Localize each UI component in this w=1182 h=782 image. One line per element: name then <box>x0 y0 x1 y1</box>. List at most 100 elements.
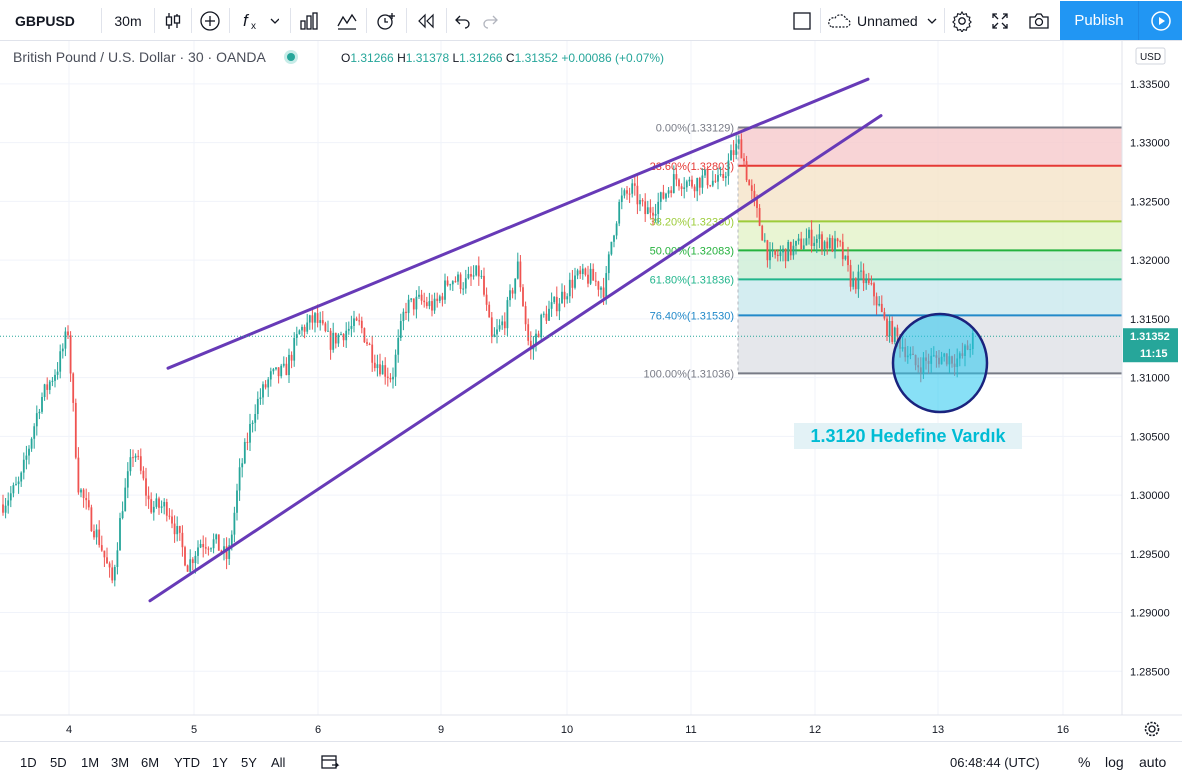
chart-overlays: 1.3120 Hedefine Vardık <box>0 312 1122 449</box>
candle-body <box>743 158 745 162</box>
annotation-text: 1.3120 Hedefine Vardık <box>810 426 1006 446</box>
price-axis[interactable]: 1.28500 1.29000 1.29500 1.30000 1.30500 1.310… <box>1121 41 1182 741</box>
snapshot-button[interactable] <box>1023 0 1055 41</box>
open-value: 1.31266 <box>350 51 394 65</box>
undo-button[interactable] <box>449 0 475 41</box>
candle-body <box>236 490 238 513</box>
candle-body <box>628 193 631 195</box>
low-key: L <box>452 51 460 65</box>
candle-body <box>488 304 491 318</box>
candle-body <box>163 501 166 507</box>
candle-body <box>243 441 246 464</box>
open-key: O <box>341 51 351 65</box>
candle-body <box>410 298 413 300</box>
candle-body <box>20 472 23 482</box>
log-toggle[interactable]: log <box>1105 754 1124 770</box>
publish-button[interactable]: Publish <box>1060 1 1138 40</box>
candle-body <box>223 546 225 553</box>
candle-body <box>288 354 290 376</box>
replay-button[interactable] <box>409 0 443 41</box>
candle-body <box>35 413 38 427</box>
utc-clock[interactable]: 06:48:44 (UTC) <box>950 754 1040 770</box>
price-tick-label: 1.32500 <box>1130 196 1170 208</box>
candle-body <box>722 174 725 179</box>
settings-button[interactable] <box>946 0 978 41</box>
candle-body <box>184 547 186 566</box>
range-button-ytd[interactable]: YTD <box>174 754 200 770</box>
candle-body <box>756 198 758 209</box>
candle-body <box>522 287 524 307</box>
candle-body <box>662 192 665 199</box>
time-axis[interactable]: 4 5 6 9 10 11 12 13 16 <box>0 714 1182 741</box>
price-tick-label: 1.29000 <box>1130 608 1170 620</box>
candle-body <box>293 337 296 361</box>
candles-icon <box>165 12 181 29</box>
interval-button[interactable]: 30m <box>114 12 142 29</box>
candle-body <box>841 241 844 260</box>
ideas-stream-button[interactable] <box>1138 1 1182 40</box>
templates-button[interactable] <box>331 0 363 41</box>
candle-body <box>891 320 894 342</box>
alert-button[interactable] <box>369 0 403 41</box>
fullscreen-button[interactable] <box>984 0 1016 41</box>
candle-body <box>711 180 714 186</box>
candle-body <box>347 328 350 331</box>
candle-body <box>826 241 829 249</box>
candle-body <box>67 331 69 336</box>
range-button-5d[interactable]: 5D <box>50 754 67 770</box>
compare-button[interactable] <box>194 0 226 41</box>
range-button-1m[interactable]: 1M <box>81 754 100 770</box>
candle-body <box>844 255 847 260</box>
candle-body <box>402 311 405 322</box>
candle-body <box>210 548 212 550</box>
date-range-icon-button[interactable] <box>320 742 340 782</box>
candle-body <box>204 547 207 549</box>
range-button-all[interactable]: All <box>271 754 286 770</box>
candle-body <box>228 545 231 559</box>
price-chart[interactable]: 0.00%(1.33129) 23.60%(1.32803) 38.20%(1.32… <box>0 41 1182 741</box>
axis-settings-gear-icon[interactable] <box>1144 721 1160 737</box>
range-button-1y[interactable]: 1Y <box>212 754 228 770</box>
range-button-5y[interactable]: 5Y <box>241 754 257 770</box>
candle-body <box>428 301 431 307</box>
fibonacci-retracement[interactable]: 0.00%(1.33129) 23.60%(1.32803) 38.20%(1.32… <box>643 122 1122 380</box>
candle-body <box>132 457 134 459</box>
candle-body <box>329 330 332 350</box>
auto-toggle[interactable]: auto <box>1139 754 1167 770</box>
redo-icon <box>483 15 498 29</box>
change-value: +0.00086 (+0.07%) <box>561 51 665 65</box>
candle-body <box>493 334 496 337</box>
candle-body <box>704 169 706 176</box>
candle-body <box>665 193 667 199</box>
redo-button[interactable] <box>478 0 504 41</box>
candle-body <box>782 248 784 253</box>
trendline-upper <box>166 77 870 370</box>
candle-body <box>43 384 46 398</box>
candle-body <box>672 174 675 193</box>
range-button-3m[interactable]: 3M <box>111 754 130 770</box>
rising-wedge-trendlines[interactable] <box>148 77 883 603</box>
candle-body <box>636 185 639 205</box>
financials-button[interactable] <box>293 0 325 41</box>
candle-style-button[interactable] <box>157 0 189 41</box>
candle-body <box>548 308 550 321</box>
time-axis-background <box>0 715 1182 741</box>
candle-body <box>748 180 751 186</box>
candle-body <box>880 303 883 313</box>
candle-body <box>506 300 509 329</box>
high-value: 1.31378 <box>405 51 450 65</box>
range-button-6m[interactable]: 6M <box>141 754 160 770</box>
candle-body <box>480 275 483 277</box>
layout-button[interactable] <box>786 0 818 41</box>
candle-body <box>376 364 379 369</box>
candle-body <box>857 271 860 290</box>
candle-body <box>358 320 361 322</box>
candle-body <box>77 457 80 493</box>
save-layout-button[interactable]: Unnamed <box>826 0 942 41</box>
symbol-search-button[interactable]: GBPUSD <box>15 12 75 29</box>
percent-toggle[interactable]: % <box>1078 754 1091 770</box>
range-button-1d[interactable]: 1D <box>20 754 37 770</box>
candle-body <box>69 335 72 374</box>
